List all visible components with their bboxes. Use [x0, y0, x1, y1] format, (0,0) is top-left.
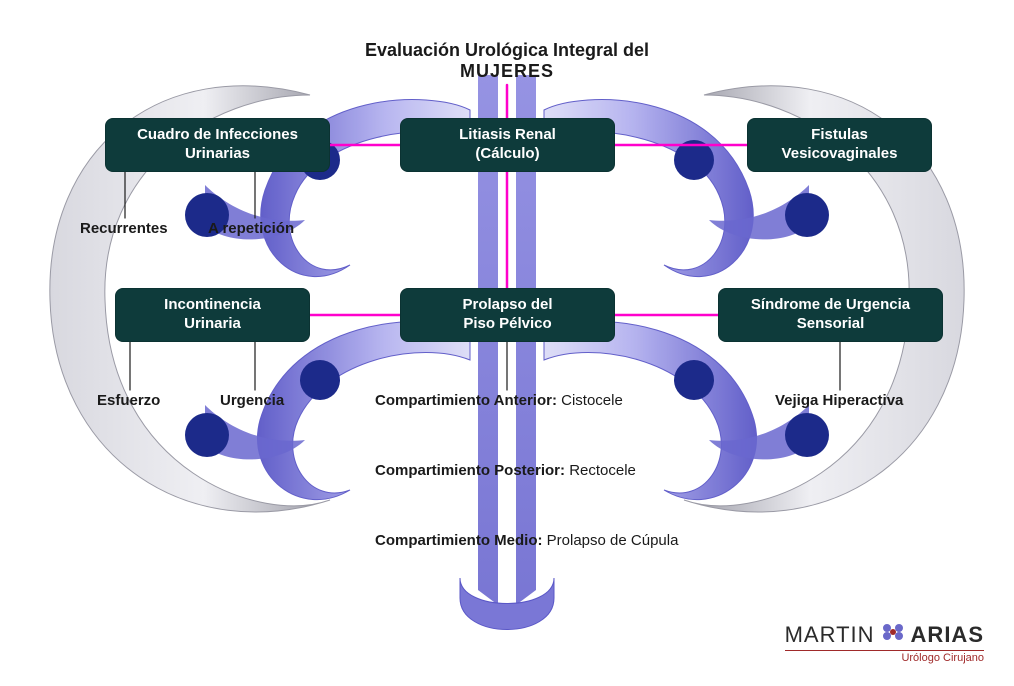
node-sindrome-urgencia-sensorial: Síndrome de UrgenciaSensorial	[718, 288, 943, 342]
diagram-title: Evaluación Urológica Integral del MUJERE…	[0, 40, 1014, 82]
sublabel-recurrentes: Recurrentes	[80, 220, 168, 237]
logo-subtitle: Urólogo Cirujano	[785, 650, 984, 664]
title-line1: Evaluación Urológica Integral del	[0, 40, 1014, 61]
sublabel-esfuerzo: Esfuerzo	[97, 392, 160, 409]
node-litiasis-renal: Litiasis Renal(Cálculo)	[400, 118, 615, 172]
node-prolapso-piso-pelvico: Prolapso delPiso Pélvico	[400, 288, 615, 342]
brand-logo: MARTIN ARIAS Urólogo Cirujano	[785, 622, 984, 664]
background-ornament	[0, 0, 1014, 686]
title-line2: MUJERES	[0, 61, 1014, 82]
logo-last: ARIAS	[911, 622, 984, 648]
sublabel-a-repeticion: A repetición	[208, 220, 294, 237]
sublabel-compartimiento-anterior: Compartimiento Anterior: Cistocele	[375, 392, 623, 409]
node-incontinencia-urinaria: IncontinenciaUrinaria	[115, 288, 310, 342]
sublabel-compartimiento-medio: Compartimiento Medio: Prolapso de Cúpula	[375, 532, 678, 549]
node-fistulas-vesicovaginales: FistulasVesicovaginales	[747, 118, 932, 172]
node-infecciones-urinarias: Cuadro de InfeccionesUrinarias	[105, 118, 330, 172]
logo-first: MARTIN	[785, 622, 875, 648]
logo-icon	[879, 622, 907, 648]
sublabel-compartimiento-posterior: Compartimiento Posterior: Rectocele	[375, 462, 636, 479]
sublabel-urgencia: Urgencia	[220, 392, 284, 409]
sublabel-vejiga-hiperactiva: Vejiga Hiperactiva	[775, 392, 903, 409]
